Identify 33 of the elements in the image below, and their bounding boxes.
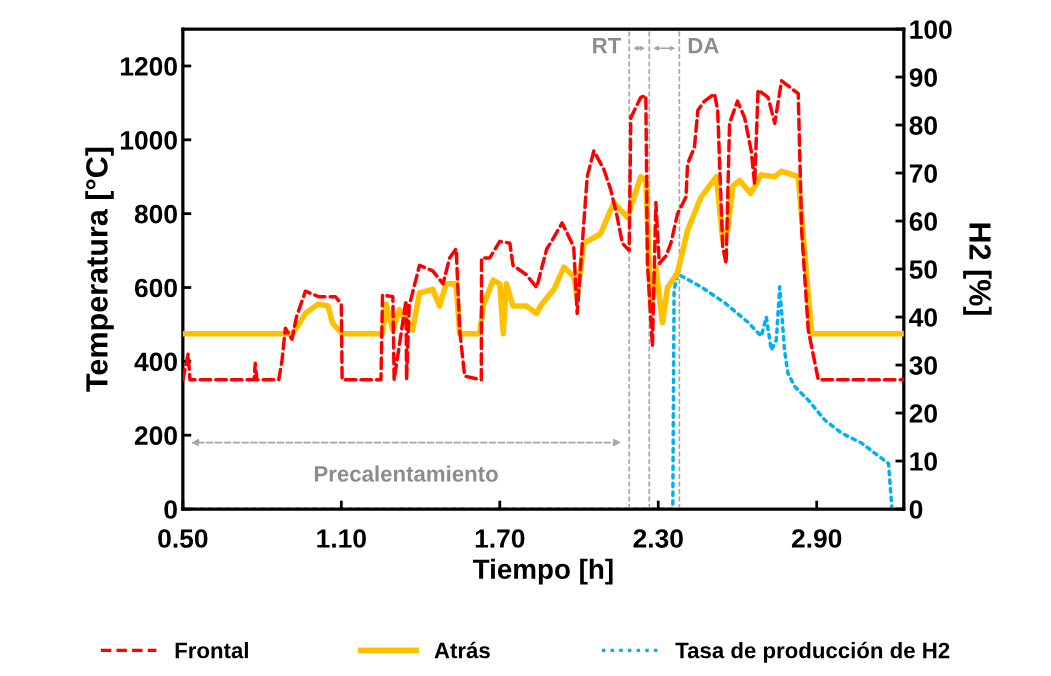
- y2-tick-label: 40: [909, 308, 937, 327]
- legend-label: Frontal: [175, 642, 248, 659]
- y2-tick-label: 70: [909, 164, 937, 183]
- annotation: DA: [688, 37, 719, 54]
- y2-tick-label: 100: [910, 20, 952, 39]
- y2-tick-label: 80: [909, 116, 937, 135]
- legend-label: Tasa de producción de H2: [675, 641, 950, 663]
- y-axis-title: Temperatura [°C]: [85, 147, 114, 392]
- x-tick-label: 1.70: [475, 529, 525, 548]
- y2-tick-label: 50: [909, 260, 937, 279]
- x-tick-label: 0.50: [158, 529, 208, 548]
- y-tick-label: 1000: [120, 130, 177, 150]
- x-tick-label: 2.30: [633, 529, 683, 548]
- annotation: RT: [593, 37, 622, 54]
- y2-tick-label: 30: [909, 356, 937, 375]
- y-tick-label: 400: [134, 352, 177, 372]
- y-tick-label: 200: [134, 426, 177, 446]
- y2-tick-label: 0: [909, 500, 923, 519]
- y-tick-label: 1200: [120, 57, 177, 76]
- line-series: [182, 79, 904, 382]
- y2-tick-label: 20: [909, 404, 937, 423]
- y-tick-label: 0: [164, 500, 177, 519]
- annotation: Precalentamiento: [314, 465, 498, 482]
- y-tick-label: 800: [134, 204, 177, 224]
- x-tick-label: 2.90: [791, 529, 842, 548]
- y-tick-label: 600: [134, 278, 177, 298]
- y2-tick-label: 10: [910, 452, 937, 471]
- x-axis-title: Tiempo [h]: [472, 558, 613, 585]
- y2-tick-label: 60: [909, 212, 937, 231]
- x-tick-label: 1.10: [317, 529, 366, 548]
- y2-axis-title: H2 [%]: [963, 223, 992, 315]
- y2-tick-label: 90: [909, 68, 937, 87]
- legend-label: Atrás: [434, 641, 490, 659]
